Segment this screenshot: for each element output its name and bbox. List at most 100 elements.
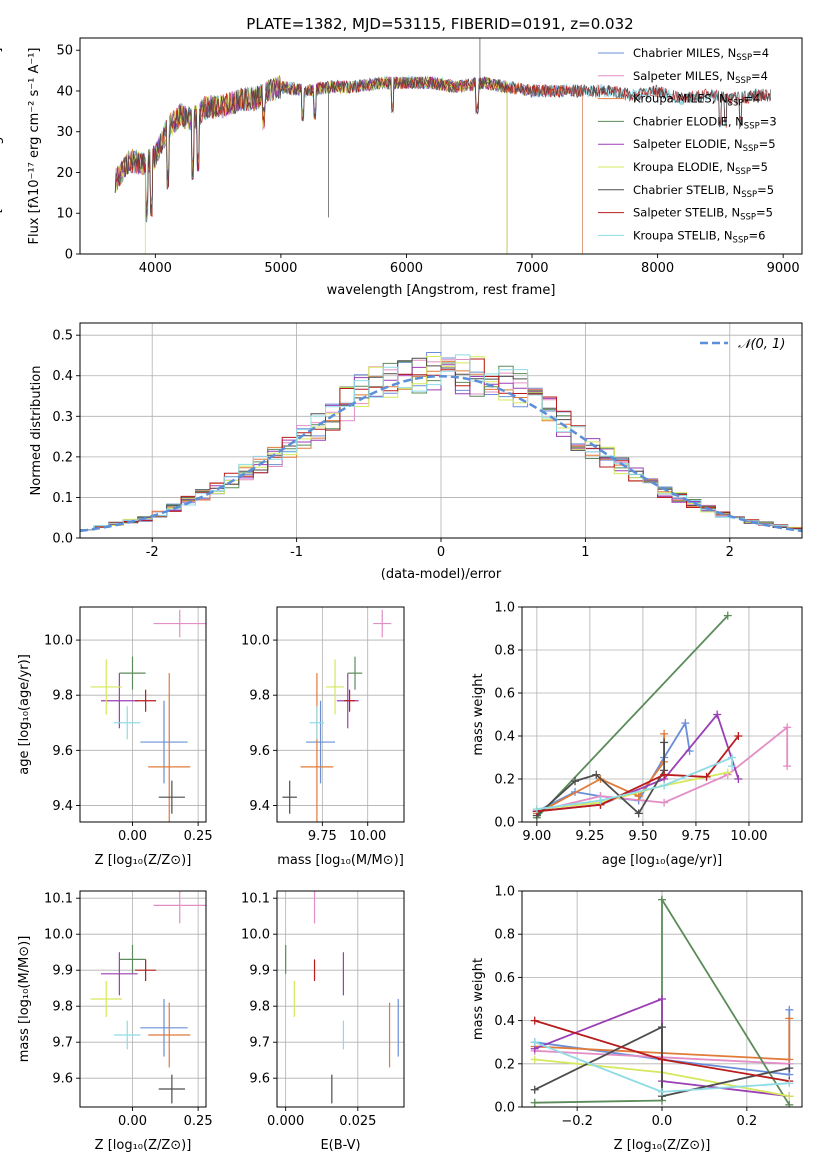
- legend-label: Chabrier STELIB, NSSP=5: [633, 183, 774, 200]
- x-tick-label: 0.00: [118, 1114, 147, 1129]
- y-tick-label: 9.8: [249, 689, 270, 704]
- y-tick-label: 0.4: [494, 730, 515, 745]
- y-tick-label: 9.8: [52, 689, 73, 704]
- y-tick-label: 1.0: [494, 601, 515, 616]
- legend-label: Salpeter STELIB, NSSP=5: [633, 206, 773, 223]
- x-tick-label: 9.25: [575, 829, 604, 844]
- y-tick-label: 9.8: [249, 1000, 270, 1015]
- y-tick-label: 0.6: [494, 687, 515, 702]
- axes-frame: [79, 37, 803, 255]
- mass-weight-vs-age-panel: 9.00 9.25 9.50 9.75 10.00 0.0 0.2 0.4 0.6 0.8 1.0 a…: [471, 601, 803, 868]
- plot-area: [80, 352, 802, 533]
- figure-title: PLATE=1382, MJD=53115, FIBERID=0191, z=0…: [246, 15, 633, 33]
- y-tick-label: 9.8: [52, 1000, 73, 1015]
- y-tick-label: 20: [56, 166, 73, 181]
- y-tick-label: 0.4: [52, 369, 73, 384]
- y-tick-label: 9.6: [249, 744, 270, 759]
- axes-frame: [521, 890, 803, 1108]
- y-tick-label: 9.6: [249, 1072, 270, 1087]
- axes-frame: [79, 322, 803, 539]
- x-tick-label: −0.2: [561, 1114, 593, 1129]
- histogram-step-kroupa-elodie: [80, 356, 802, 531]
- x-tick-label: 0.25: [184, 829, 213, 844]
- x-axis-label: E(B-V): [320, 1138, 360, 1153]
- legend-label: Chabrier ELODIE, NSSP=3: [633, 114, 777, 131]
- y-tick-label: 0.2: [494, 773, 515, 788]
- y-tick-label: 0.3: [52, 410, 73, 425]
- y-tick-label: 9.7: [249, 1036, 270, 1051]
- x-axis-label: age [log₁₀(age/yr)]: [602, 853, 723, 868]
- legend-label: Kroupa MILES, NSSP=4: [633, 92, 760, 109]
- histogram-step-chabrier-stelib: [80, 357, 802, 531]
- x-tick-label: 0.2: [737, 1114, 758, 1129]
- mass-vs-EBV-panel: 0.000 0.025 9.6 9.7 9.8 9.9 10.0 10.1 E(B-V): [241, 890, 405, 1153]
- spectrum-panel: 4000 5000 6000 7000 8000 9000 0 10 20 30 40 50 wavel…: [0, 37, 803, 298]
- x-tick-label: 0.0: [652, 1114, 673, 1129]
- x-tick-label: 0: [437, 545, 445, 560]
- x-tick-label: 0.025: [339, 1114, 376, 1129]
- x-tick-label: 9.75: [308, 829, 337, 844]
- y-tick-label: 10: [56, 207, 73, 222]
- x-tick-label: 9.75: [681, 829, 710, 844]
- y-tick-label: 9.4: [52, 799, 73, 814]
- x-tick-label: 9.50: [628, 829, 657, 844]
- y-tick-label: 0.2: [494, 1057, 515, 1072]
- residual-histogram-panel: -2 -1 0 1 2 0.0 0.1 0.2 0.3 0.4 0.5 (data-model)/er…: [29, 322, 803, 582]
- plot-area: [530, 895, 794, 1107]
- y-axis-label: Normed distribution: [29, 366, 44, 496]
- y-tick-label: 1.0: [494, 885, 515, 900]
- y-axis-label: Flux [fλ10⁻¹⁷ erg cm⁻² s⁻¹ A⁻¹]: [27, 48, 42, 245]
- axes-frame: [276, 606, 405, 823]
- x-tick-label: 8000: [641, 261, 674, 276]
- x-tick-label: 10.00: [730, 829, 767, 844]
- x-tick-label: 5000: [264, 261, 297, 276]
- plot-area: [90, 891, 206, 1104]
- y-axis-label: Flux [fλ10⁻¹⁷ erg cm⁻² s⁻¹ A⁻¹]: [0, 48, 4, 245]
- y-tick-label: 10.0: [241, 634, 270, 649]
- plot-area: [285, 891, 399, 1104]
- y-tick-label: 50: [56, 44, 73, 59]
- legend-label: Salpeter ELODIE, NSSP=5: [633, 137, 776, 154]
- x-tick-label: 9.00: [522, 829, 551, 844]
- y-tick-label: 0.0: [494, 1101, 515, 1116]
- y-tick-label: 10.0: [44, 928, 73, 943]
- y-tick-label: 9.9: [52, 964, 73, 979]
- x-tick-label: 10.00: [349, 829, 386, 844]
- y-axis-label: mass [log₁₀(M/M⊙)]: [17, 936, 32, 1063]
- x-tick-label: 1: [581, 545, 589, 560]
- x-tick-label: 0.00: [118, 829, 147, 844]
- y-tick-label: 0.1: [52, 491, 73, 506]
- mass-weight-line-salpeter-miles: [536, 725, 789, 813]
- mass-vs-Z-panel: 0.00 0.25 9.6 9.7 9.8 9.9 10.0 10.1 Z [log₁₀(Z/Z…: [17, 890, 213, 1153]
- x-axis-label: (data-model)/error: [381, 567, 502, 582]
- axes-frame: [276, 890, 405, 1108]
- plot-area: [532, 611, 792, 822]
- mass-weight-vs-Z-panel: −0.2 0.0 0.2 0.0 0.2 0.4 0.6 0.8 1.0 Z [log₁₀(Z/Z…: [471, 885, 803, 1153]
- y-tick-label: 0.2: [52, 450, 73, 465]
- y-tick-label: 9.7: [52, 1036, 73, 1051]
- x-tick-label: 6000: [390, 261, 423, 276]
- x-axis-label: wavelength [Angstrom, rest frame]: [327, 283, 556, 298]
- x-tick-label: -2: [146, 545, 159, 560]
- mass-weight-line-kroupa-elodie: [536, 771, 728, 810]
- x-tick-label: 9000: [767, 261, 800, 276]
- y-tick-label: 10.1: [241, 892, 270, 907]
- y-tick-label: 9.4: [249, 799, 270, 814]
- y-axis-label: mass weight: [471, 958, 486, 1040]
- x-tick-label: 2: [726, 545, 734, 560]
- mass-weight-line-chabrier-stelib: [536, 742, 665, 817]
- x-axis-label: Z [log₁₀(Z/Z⊙)]: [95, 1138, 192, 1153]
- plot-area: [114, 38, 772, 254]
- y-tick-label: 0.6: [494, 971, 515, 986]
- normal-curve: [80, 374, 802, 533]
- y-tick-label: 40: [56, 84, 73, 99]
- y-tick-label: 0.4: [494, 1014, 515, 1029]
- y-tick-label: 9.6: [52, 1072, 73, 1087]
- y-tick-label: 10.0: [241, 928, 270, 943]
- axes-frame: [79, 606, 207, 823]
- y-tick-label: 0.5: [52, 329, 73, 344]
- y-tick-label: 0: [65, 248, 73, 263]
- plot-area: [282, 609, 392, 822]
- x-tick-label: 4000: [139, 261, 172, 276]
